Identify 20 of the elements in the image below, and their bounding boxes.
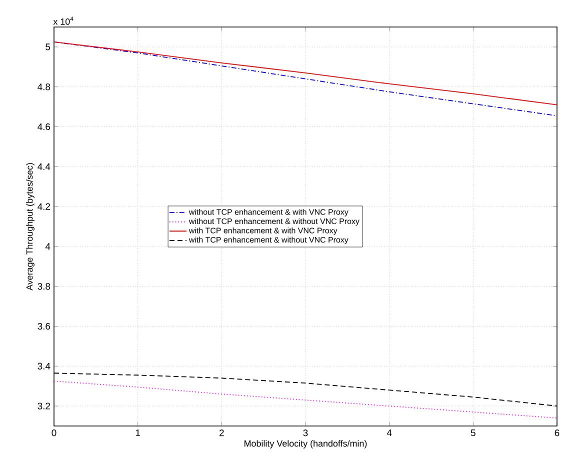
y-tick-label: 3.6 bbox=[38, 322, 50, 330]
y-tick-label: 4.4 bbox=[38, 163, 50, 170]
y-tick-label: 5 bbox=[46, 44, 50, 50]
y-axis-title: Average Throughput (bytes/sec) bbox=[26, 163, 34, 290]
y-tick-label: 3.2 bbox=[38, 402, 50, 410]
y-tick-label: 4.2 bbox=[38, 203, 50, 210]
x-tick-label: 6 bbox=[554, 430, 560, 436]
y-tick-label: 3.4 bbox=[38, 362, 50, 370]
x-tick-label: 0 bbox=[52, 430, 56, 436]
x-tick-label: 2 bbox=[220, 430, 224, 436]
y-tick-label: 4.6 bbox=[38, 123, 50, 130]
y-tick-label: 4 bbox=[45, 243, 50, 250]
x-axis-title: Mobility Velocity (handoffs/min) bbox=[244, 440, 367, 448]
x-tick-label: 1 bbox=[136, 430, 140, 436]
y-tick-label: 4.8 bbox=[38, 83, 50, 90]
x-tick-label: 4 bbox=[386, 430, 392, 436]
y-tick-label: 3.8 bbox=[38, 282, 50, 290]
x-tick-label: 3 bbox=[303, 430, 308, 436]
text: x 10$^{4}$ bbox=[53, 16, 74, 25]
x-tick-label: 5 bbox=[470, 430, 476, 436]
